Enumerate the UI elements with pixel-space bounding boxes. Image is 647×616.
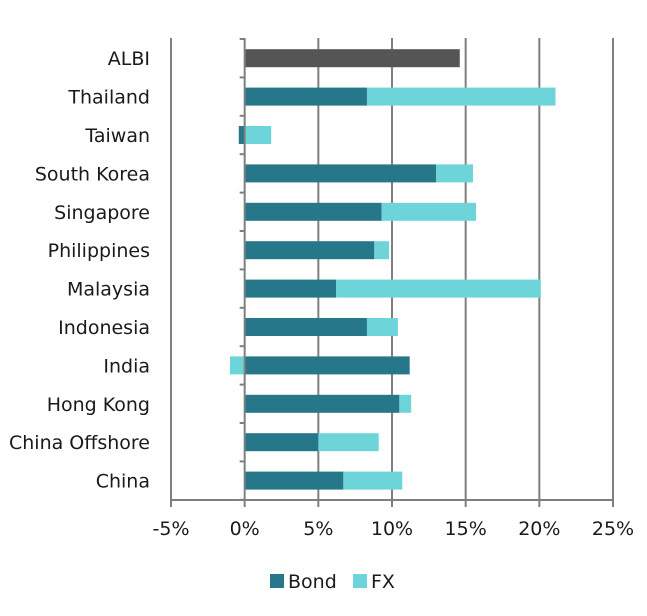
bar-bond-6: [244, 279, 337, 298]
x-tick-label-5: 20%: [518, 518, 560, 540]
bar-fx-1: [366, 87, 556, 106]
category-label-0: ALBI: [108, 48, 150, 70]
category-label-10: China Offshore: [9, 432, 150, 454]
gridlines: [317, 38, 614, 500]
legend-label-bond: Bond: [288, 571, 337, 593]
bar-fx-8: [229, 356, 245, 375]
legend-swatch-bond: [270, 574, 284, 588]
bar-fx-4: [381, 202, 476, 221]
bar-fx-10: [318, 433, 379, 452]
axes: [170, 38, 614, 507]
category-label-6: Malaysia: [67, 279, 150, 301]
category-label-8: India: [103, 355, 150, 377]
bar-fx-3: [436, 164, 474, 183]
bar-bond-3: [244, 164, 437, 183]
x-tick-label-6: 25%: [592, 518, 634, 540]
bar-fx-2: [244, 126, 272, 144]
bar-total-0: [244, 49, 460, 68]
bar-bond-4: [244, 202, 382, 221]
bar-bond-2: [238, 126, 245, 144]
bar-bond-5: [244, 241, 375, 260]
category-label-9: Hong Kong: [47, 394, 150, 416]
category-label-4: Singapore: [54, 202, 150, 224]
bar-fx-5: [374, 241, 390, 260]
category-label-5: Philippines: [48, 240, 150, 262]
legend-label-fx: FX: [371, 571, 395, 593]
x-tick-label-3: 10%: [371, 518, 413, 540]
bar-bond-1: [244, 87, 367, 106]
bar-bond-10: [244, 433, 319, 452]
category-label-7: Indonesia: [58, 317, 150, 339]
x-tick-labels: -5% 0% 5% 10% 15% 20% 25%: [153, 518, 635, 540]
bar-fx-9: [399, 394, 412, 413]
bar-bond-9: [244, 394, 400, 413]
bar-fx-6: [336, 279, 541, 298]
bar-bond-7: [244, 318, 367, 336]
x-tick-label-1: 0%: [230, 518, 260, 540]
bar-bond-11: [244, 471, 344, 490]
x-tick-label-4: 15%: [445, 518, 487, 540]
category-label-3: South Korea: [35, 163, 150, 185]
bar-fx-11: [343, 471, 403, 490]
legend-swatch-fx: [353, 574, 367, 588]
x-tick-label-0: -5%: [153, 518, 190, 540]
category-label-11: China: [96, 471, 150, 493]
category-labels: ALBI Thailand Taiwan South Korea Singapore Ph…: [9, 48, 150, 492]
bar-fx-7: [366, 318, 398, 336]
category-label-1: Thailand: [67, 87, 150, 109]
legend: Bond FX: [270, 571, 395, 593]
x-tick-label-2: 5%: [303, 518, 333, 540]
category-label-2: Taiwan: [84, 125, 150, 147]
bars: [229, 49, 556, 490]
bar-bond-8: [244, 356, 410, 375]
